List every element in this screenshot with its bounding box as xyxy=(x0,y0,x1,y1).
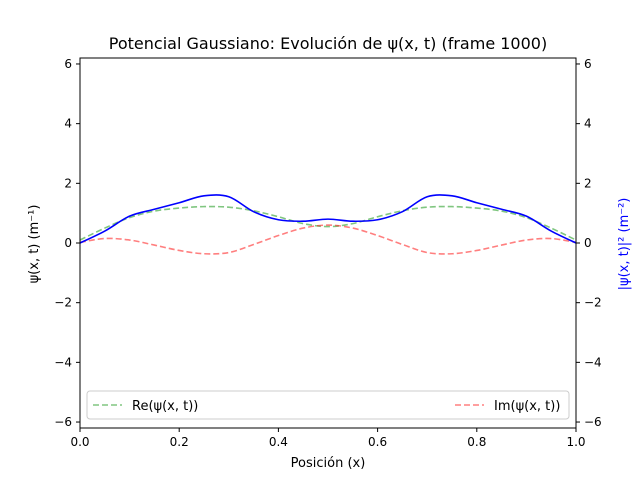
x-tick-label: 0.8 xyxy=(467,435,486,449)
axes: 0.0 0.2 0.4 0.6 0.8 1.0 −6 −6 −4 −4 −2 −2 0 0 2 2 4 4 6 6 xyxy=(54,57,601,449)
y-tick-label-left: 4 xyxy=(64,117,72,131)
y-tick-label-right: 2 xyxy=(584,176,592,190)
y-tick-label-left: −2 xyxy=(54,296,72,310)
y-tick-label-left: 2 xyxy=(64,176,72,190)
x-tick-label: 0.6 xyxy=(368,435,387,449)
y-tick-label-left: 6 xyxy=(64,57,72,71)
legend-im-label: Im(ψ(x, t)) xyxy=(494,399,560,414)
y-tick-label-right: 0 xyxy=(584,236,592,250)
plot-lines xyxy=(79,194,577,255)
y-tick-label-right: 4 xyxy=(584,117,592,131)
x-tick-label: 0.2 xyxy=(170,435,189,449)
series-re-line xyxy=(79,205,577,241)
y-tick-label-right: −4 xyxy=(584,355,602,369)
y-tick-label-right: 6 xyxy=(584,57,592,71)
y-tick-label-left: −4 xyxy=(54,355,72,369)
y-tick-label-left: −6 xyxy=(54,415,72,429)
y-axis-label-left: ψ(x, t) (m⁻¹) xyxy=(27,205,42,284)
chart-title: Potencial Gaussiano: Evolución de ψ(x, t… xyxy=(109,34,547,53)
x-axis-label: Posición (x) xyxy=(291,456,366,471)
y-tick-label-right: −6 xyxy=(584,415,602,429)
series-im-line xyxy=(79,224,577,255)
y-tick-label-left: 0 xyxy=(64,236,72,250)
x-tick-label: 1.0 xyxy=(566,435,585,449)
x-tick-label: 0.0 xyxy=(70,435,89,449)
series-density-line xyxy=(79,194,577,244)
legend-re-label: Re(ψ(x, t)) xyxy=(132,399,198,414)
y-tick-label-right: −2 xyxy=(584,296,602,310)
legend-frame xyxy=(86,390,570,420)
legend: Re(ψ(x, t)) Im(ψ(x, t)) xyxy=(86,390,570,420)
x-tick-label: 0.4 xyxy=(269,435,288,449)
y-axis-label-right: |ψ(x, t)|² (m⁻²) xyxy=(617,198,632,291)
